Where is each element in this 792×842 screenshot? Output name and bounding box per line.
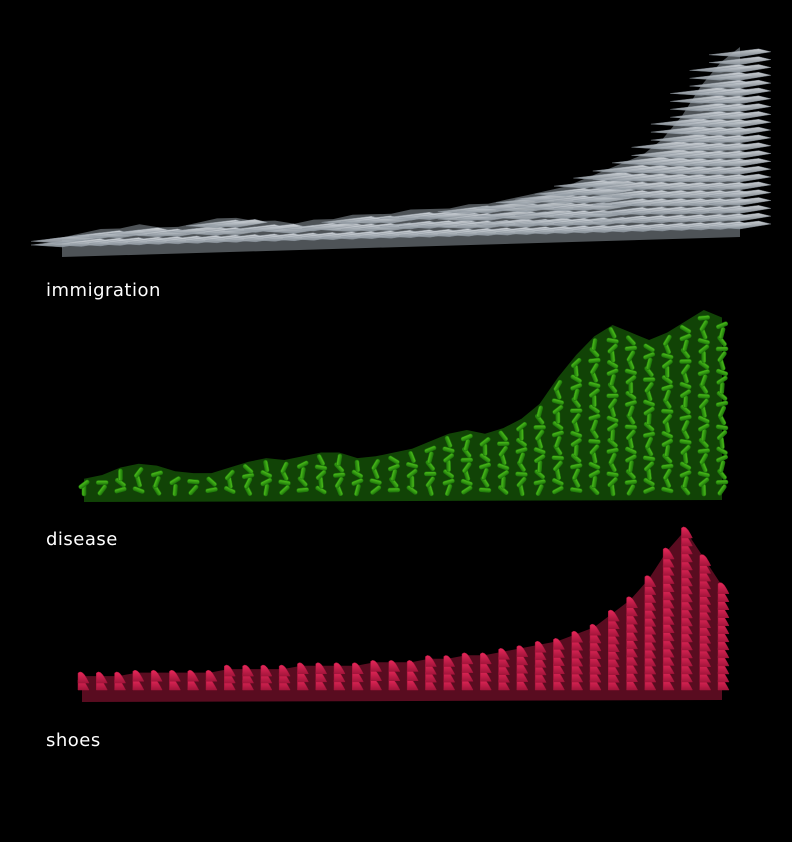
data-mark: [425, 655, 437, 691]
data-mark: [533, 405, 546, 496]
chart-title-immigration: immigration: [46, 280, 161, 301]
data-mark: [95, 480, 109, 496]
data-mark: [387, 455, 401, 493]
data-mark: [662, 547, 675, 691]
data-mark: [498, 648, 510, 691]
chart-disease: [78, 310, 729, 502]
data-mark: [442, 435, 455, 497]
data-mark: [497, 430, 510, 495]
data-mark: [78, 479, 90, 497]
data-mark: [96, 671, 108, 691]
data-mark: [187, 478, 200, 496]
data-mark: [424, 445, 437, 497]
data-mark: [351, 459, 364, 497]
data-mark: [608, 609, 620, 691]
data-mark: [260, 664, 273, 691]
data-mark: [476, 201, 539, 236]
chart-panel-shoes: shoes: [0, 515, 792, 765]
data-mark: [260, 459, 273, 497]
data-mark: [480, 652, 492, 691]
data-mark: [132, 669, 145, 691]
data-mark: [515, 421, 528, 497]
data-mark: [534, 640, 547, 691]
data-mark: [242, 664, 254, 691]
data-mark: [296, 460, 309, 493]
data-mark: [661, 334, 674, 494]
series-silhouette: [82, 530, 722, 702]
chart-title-disease: disease: [46, 529, 118, 550]
data-mark: [77, 671, 90, 691]
data-mark: [114, 468, 127, 494]
chart-title-shoes: shoes: [46, 730, 101, 751]
data-mark: [169, 669, 181, 691]
data-mark: [589, 623, 602, 691]
data-mark: [406, 660, 419, 691]
data-mark: [606, 326, 619, 497]
data-mark: [626, 596, 638, 691]
data-mark: [642, 343, 656, 494]
data-mark: [241, 463, 255, 496]
data-mark: [278, 664, 291, 691]
data-mark: [553, 638, 565, 691]
data-mark: [205, 669, 218, 691]
chart-immigration: [30, 47, 772, 257]
data-mark: [708, 48, 772, 230]
data-mark: [223, 469, 236, 495]
data-mark: [297, 662, 309, 691]
data-mark: [516, 645, 529, 691]
data-mark: [697, 315, 711, 497]
chart-panel-immigration: immigration: [0, 40, 792, 330]
data-mark: [370, 660, 382, 691]
data-mark: [205, 476, 218, 494]
data-mark: [644, 575, 657, 691]
series-silhouette: [84, 310, 722, 502]
data-mark: [571, 630, 584, 691]
data-mark: [569, 357, 583, 493]
data-mark: [369, 458, 382, 495]
data-mark: [461, 652, 474, 691]
data-mark: [551, 379, 565, 495]
data-mark: [352, 662, 364, 691]
data-mark: [388, 660, 401, 691]
data-mark: [624, 335, 638, 496]
data-mark: [332, 453, 346, 497]
chart-panel-disease: disease: [0, 300, 792, 560]
data-mark: [699, 554, 712, 691]
data-mark: [478, 437, 492, 493]
data-mark: [681, 526, 693, 691]
data-mark: [150, 470, 164, 496]
data-mark: [169, 476, 181, 497]
data-mark: [460, 433, 474, 495]
data-mark: [187, 669, 200, 691]
data-mark: [114, 671, 126, 691]
data-mark: [717, 582, 730, 691]
data-mark: [405, 450, 419, 495]
data-mark: [333, 662, 346, 691]
data-mark: [314, 454, 328, 495]
data-mark: [132, 466, 145, 494]
data-mark: [224, 664, 236, 691]
data-mark: [150, 669, 163, 691]
data-mark: [679, 324, 692, 496]
data-mark: [715, 321, 729, 496]
data-mark: [278, 461, 291, 496]
data-mark: [588, 338, 601, 496]
data-mark: [443, 655, 456, 691]
chart-shoes: [77, 526, 730, 702]
data-mark: [315, 662, 328, 691]
